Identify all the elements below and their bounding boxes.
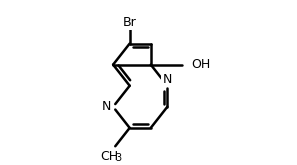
Text: CH: CH bbox=[100, 150, 119, 163]
Text: OH: OH bbox=[192, 58, 211, 71]
Text: N: N bbox=[102, 100, 111, 113]
Text: N: N bbox=[163, 73, 172, 86]
Text: Br: Br bbox=[123, 16, 137, 29]
Text: 3: 3 bbox=[115, 153, 121, 163]
